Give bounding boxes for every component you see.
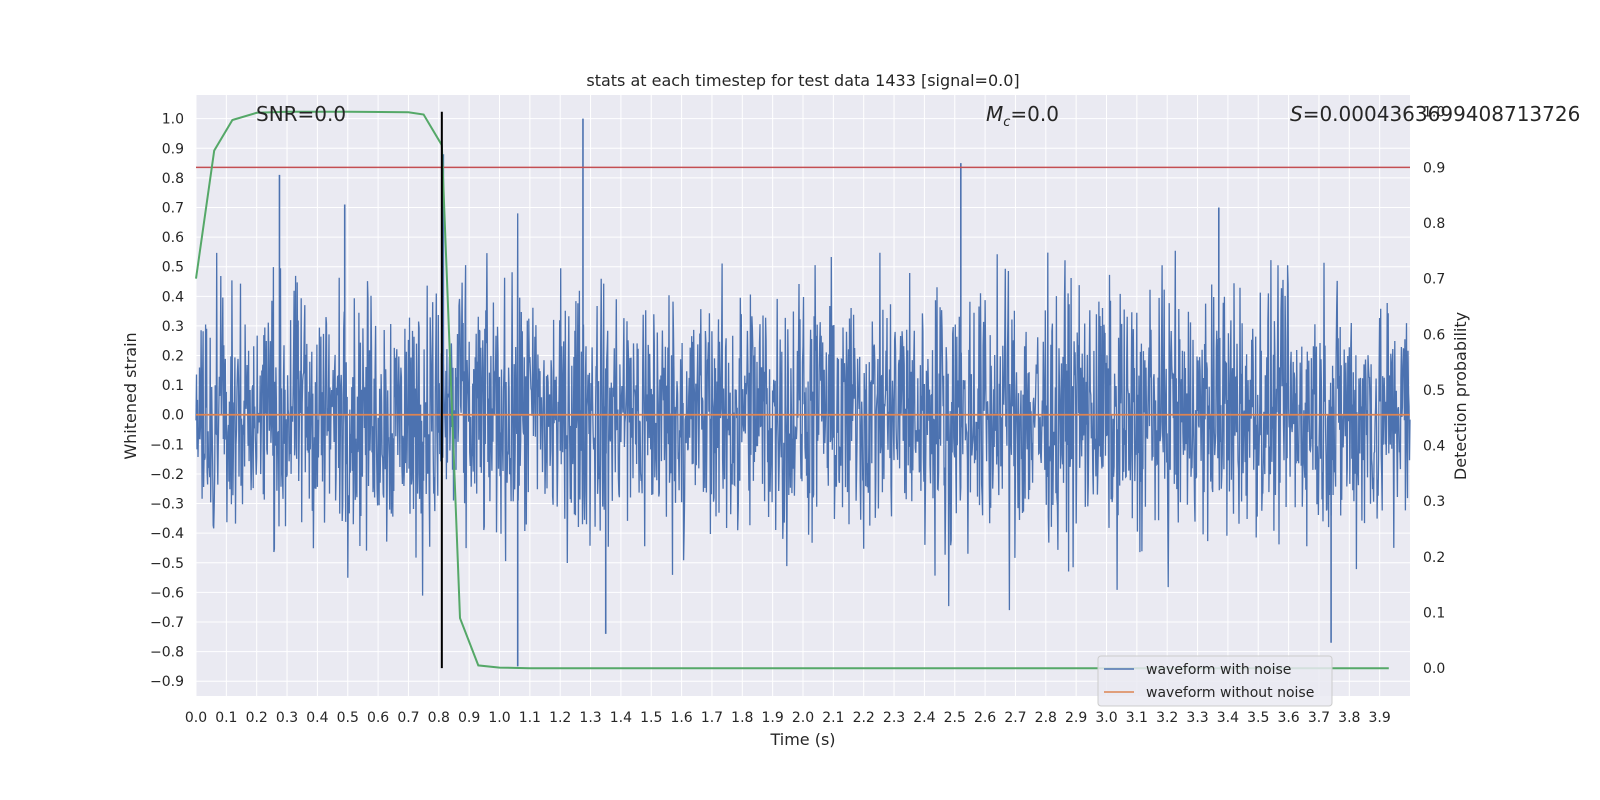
x-tick-label: 1.5 [640, 710, 662, 726]
y2-tick-label: 0.6 [1423, 327, 1445, 343]
detection-probability-line [195, 110, 1389, 670]
y2-tick-label: 0.1 [1423, 606, 1445, 622]
x-tick-label: 0.4 [306, 710, 328, 726]
x-tick-labels: 0.0 0.1 0.2 0.3 0.4 0.5 0.6 0.7 0.8 0.9 1.0 1.1 1.2 1… [185, 710, 1391, 726]
legend-box [1097, 655, 1333, 707]
y2-tick-label: 0.8 [1423, 216, 1445, 232]
x-tick-label: 2.7 [1004, 710, 1026, 726]
y2-tick-label: 0.3 [1423, 494, 1445, 510]
x-axis-label: Time (s) [769, 730, 835, 749]
y2-tick-label: 1.0 [1423, 105, 1445, 121]
x-tick-label: 1.0 [488, 710, 510, 726]
waveform-with-noise-line [195, 213, 1411, 611]
x-tick-label: 2.6 [974, 710, 996, 726]
y2-tick-label: 0.5 [1423, 383, 1445, 399]
y-tick-label: 0.0 [162, 408, 184, 424]
chart-title: stats at each timestep for test data 143… [586, 71, 1019, 90]
y-tick-label: 0.9 [162, 141, 184, 157]
x-tick-label: 1.2 [549, 710, 571, 726]
x-tick-label: 1.1 [519, 710, 541, 726]
x-tick-label: 2.5 [944, 710, 966, 726]
y-tick-label: −0.8 [150, 645, 184, 661]
y2-tick-label: 0.2 [1423, 550, 1445, 566]
y-tick-label: −0.3 [150, 497, 184, 513]
y-tick-label: 0.2 [162, 349, 184, 365]
y2-tick-label: 0.0 [1423, 661, 1445, 677]
x-tick-label: 3.4 [1217, 710, 1239, 726]
y2-tick-label: 0.4 [1423, 439, 1445, 455]
x-tick-label: 1.6 [670, 710, 692, 726]
chart-lines [195, 110, 1410, 670]
x-tick-label: 2.4 [913, 710, 935, 726]
x-tick-label: 2.3 [883, 710, 905, 726]
x-tick-label: 2.1 [822, 710, 844, 726]
snr-annotation: SNR=0.0 [256, 102, 346, 126]
y2-tick-labels: 1.0 0.9 0.8 0.7 0.6 0.5 0.4 0.3 0.2 0.1 0.0 [1423, 105, 1445, 677]
y-tick-label: 0.4 [162, 289, 184, 305]
x-tick-label: 2.9 [1065, 710, 1087, 726]
s-annotation: S=0.0004363699408713726 [1290, 102, 1580, 126]
y-tick-label: −0.9 [150, 674, 184, 690]
x-tick-label: 1.8 [731, 710, 753, 726]
y-tick-label: 1.0 [162, 112, 184, 128]
y-tick-label: −0.5 [150, 556, 184, 572]
x-tick-label: 0.8 [428, 710, 450, 726]
x-tick-label: 3.6 [1277, 710, 1299, 726]
y-tick-label: 0.8 [162, 171, 184, 187]
x-tick-label: 0.7 [397, 710, 419, 726]
mc-annotation: Mc=0.0 [986, 102, 1059, 130]
x-tick-label: 3.9 [1369, 710, 1391, 726]
x-tick-label: 3.5 [1247, 710, 1269, 726]
x-tick-label: 2.2 [853, 710, 875, 726]
x-tick-label: 3.0 [1095, 710, 1117, 726]
x-tick-label: 0.5 [337, 710, 359, 726]
x-tick-label: 0.3 [276, 710, 298, 726]
legend: waveform with noise waveform without noi… [1097, 655, 1333, 707]
y-tick-label: 0.3 [162, 319, 184, 335]
y-tick-label: −0.2 [150, 467, 184, 483]
y-tick-label: 0.6 [162, 230, 184, 246]
x-tick-label: 2.0 [792, 710, 814, 726]
y-tick-label: 0.7 [162, 201, 184, 217]
y-tick-label: 0.1 [162, 378, 184, 394]
x-tick-label: 2.8 [1035, 710, 1057, 726]
x-tick-label: 3.3 [1186, 710, 1208, 726]
x-tick-label: 1.7 [701, 710, 723, 726]
y2-axis-label: Detection probability [1451, 312, 1470, 480]
x-tick-label: 0.9 [458, 710, 480, 726]
y-tick-label: −0.6 [150, 585, 184, 601]
x-tick-label: 3.7 [1308, 710, 1330, 726]
x-tick-label: 0.1 [215, 710, 237, 726]
x-tick-label: 1.4 [610, 710, 632, 726]
y2-tick-label: 0.9 [1423, 160, 1445, 176]
legend-label-noise: waveform with noise [1146, 662, 1291, 678]
y-tick-label: −0.4 [150, 526, 184, 542]
y-axis-label: Whitened strain [121, 332, 140, 459]
x-tick-label: 1.9 [762, 710, 784, 726]
waveform-with-noise-series [195, 118, 1411, 667]
x-tick-label: 0.0 [185, 710, 207, 726]
x-tick-label: 0.2 [246, 710, 268, 726]
legend-label-clean: waveform without noise [1146, 685, 1314, 701]
y2-tick-label: 0.7 [1423, 272, 1445, 288]
x-tick-label: 3.2 [1156, 710, 1178, 726]
y-tick-label: 0.5 [162, 260, 184, 276]
y-tick-label: −0.7 [150, 615, 184, 631]
y-tick-labels: 1.0 0.9 0.8 0.7 0.6 0.5 0.4 0.3 0.2 0.1 0.0 −0.1 −0.… [150, 112, 184, 691]
x-tick-label: 0.6 [367, 710, 389, 726]
y-tick-label: −0.1 [150, 437, 184, 453]
x-tick-label: 3.8 [1338, 710, 1360, 726]
x-tick-label: 3.1 [1126, 710, 1148, 726]
x-tick-label: 1.3 [579, 710, 601, 726]
